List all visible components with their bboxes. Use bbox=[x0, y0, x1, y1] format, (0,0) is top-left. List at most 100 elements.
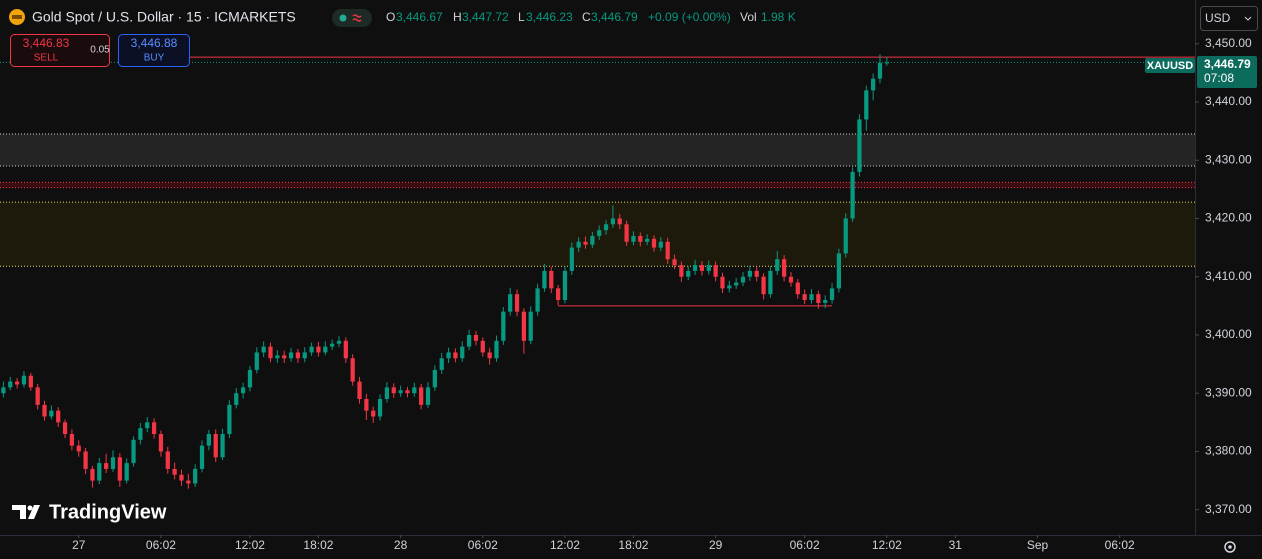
currency-box[interactable] bbox=[1200, 6, 1258, 31]
candle-body bbox=[316, 346, 321, 353]
candle-body bbox=[220, 433, 225, 458]
candle-body bbox=[110, 457, 116, 469]
candle-body bbox=[398, 390, 403, 394]
candle-body bbox=[747, 270, 752, 277]
candle-body bbox=[514, 294, 520, 312]
symbol-title[interactable]: Gold Spot / U.S. Dollar · 15 · ICMARKETS bbox=[32, 9, 296, 25]
ohlc-o: 3,446.67 bbox=[396, 10, 443, 24]
ohlc-c-label: C bbox=[582, 10, 591, 24]
candle-body bbox=[480, 340, 485, 353]
volume-label: Vol bbox=[740, 10, 757, 24]
candle-body bbox=[521, 311, 527, 341]
candle-body bbox=[535, 288, 540, 312]
candle-body bbox=[864, 90, 869, 120]
trade-panel: 3,446.83 SELL 0.05 3,446.88 BUY bbox=[10, 34, 190, 67]
symbol-icon-bar bbox=[12, 15, 22, 19]
candle-body bbox=[97, 463, 102, 481]
candle-body bbox=[8, 381, 13, 388]
x-tick-label: 06:02 bbox=[790, 538, 820, 552]
candle-body bbox=[247, 369, 253, 388]
y-tick-label: 3,450.00 bbox=[1205, 36, 1252, 50]
candle-body bbox=[453, 352, 458, 359]
candle-body bbox=[679, 265, 684, 277]
candle-body bbox=[795, 282, 800, 295]
settings[interactable] bbox=[1224, 541, 1236, 553]
x-tick-label: 06:02 bbox=[1105, 538, 1135, 552]
candle-body bbox=[727, 285, 732, 289]
candle-body bbox=[658, 241, 663, 248]
candle-body bbox=[323, 346, 328, 353]
currency[interactable]: USD bbox=[1205, 11, 1231, 25]
ohlc-h: 3,447.72 bbox=[462, 10, 509, 24]
brand-name: TradingView bbox=[49, 501, 167, 523]
candle-body bbox=[364, 399, 369, 411]
volume: 1.98 K bbox=[761, 10, 796, 24]
buy-button[interactable] bbox=[118, 34, 190, 67]
buy-label: BUY bbox=[144, 53, 165, 64]
candle-body bbox=[603, 224, 609, 231]
last-price: 3,446.79 bbox=[1204, 57, 1251, 71]
candle-body bbox=[42, 404, 47, 417]
header: Gold Spot / U.S. Dollar · 15 · ICMARKETS… bbox=[9, 9, 796, 27]
price-tag: XAUUSD 3,446.79 07:08 bbox=[1145, 56, 1257, 88]
candle-body bbox=[83, 451, 88, 469]
candle-body bbox=[829, 288, 835, 301]
x-tick-label: 18:02 bbox=[303, 538, 333, 552]
y-tick-label: 3,390.00 bbox=[1205, 385, 1252, 399]
candle-body bbox=[336, 340, 342, 344]
symbol-tag bbox=[1145, 58, 1195, 73]
candle-body bbox=[193, 468, 198, 484]
x-tick-label: 31 bbox=[949, 538, 963, 552]
candle-body bbox=[884, 62, 889, 64]
spread: 0.05 bbox=[90, 45, 110, 56]
settings-gear[interactable] bbox=[1224, 541, 1236, 553]
candle-body bbox=[371, 410, 376, 417]
candle-body bbox=[62, 422, 68, 434]
candle-body bbox=[199, 445, 205, 469]
candle-body bbox=[665, 241, 670, 260]
y-tick-label: 3,380.00 bbox=[1205, 444, 1252, 458]
candle-body bbox=[384, 387, 390, 400]
x-tick-label: 27 bbox=[72, 538, 86, 552]
currency-select[interactable]: USD bbox=[1200, 6, 1258, 31]
candle-body bbox=[754, 270, 759, 277]
candle-body bbox=[151, 422, 157, 434]
candle-body bbox=[466, 334, 472, 347]
zone bbox=[0, 182, 1195, 188]
candle-body bbox=[857, 119, 862, 172]
candle-body bbox=[282, 355, 287, 359]
x-tick-label: 12:02 bbox=[872, 538, 902, 552]
candle-body bbox=[412, 387, 417, 394]
candle-body bbox=[302, 352, 307, 359]
candle-body bbox=[556, 288, 561, 301]
candle-body bbox=[734, 282, 739, 286]
status-pill[interactable] bbox=[332, 9, 372, 27]
ohlc-l-label: L bbox=[518, 10, 525, 24]
candle-body bbox=[234, 393, 239, 405]
chevron bbox=[1244, 16, 1252, 21]
candle-body bbox=[781, 259, 787, 277]
candle-body bbox=[131, 439, 136, 464]
sell-button[interactable] bbox=[10, 34, 110, 67]
candle-body bbox=[638, 235, 643, 242]
candle-body bbox=[528, 311, 533, 341]
candle-body bbox=[419, 387, 424, 405]
candle-body bbox=[788, 276, 794, 283]
countdown: 07:08 bbox=[1204, 71, 1234, 85]
y-tick-label: 3,430.00 bbox=[1205, 152, 1252, 166]
branding: TradingView bbox=[12, 501, 167, 523]
settings-gear-hub bbox=[1228, 545, 1232, 549]
plot-area bbox=[0, 54, 1195, 489]
candle-body bbox=[651, 238, 657, 248]
candle-body bbox=[871, 78, 876, 91]
ohlc-h-label: H bbox=[453, 10, 462, 24]
candle-body bbox=[562, 270, 568, 301]
candle-body bbox=[775, 259, 780, 271]
candle-body bbox=[699, 265, 705, 271]
x-tick-label: 06:02 bbox=[146, 538, 176, 552]
candle-body bbox=[569, 247, 574, 271]
candle-body bbox=[179, 474, 184, 481]
sell-label: SELL bbox=[34, 53, 59, 64]
candle-body bbox=[617, 218, 622, 225]
candle-body bbox=[206, 433, 211, 446]
